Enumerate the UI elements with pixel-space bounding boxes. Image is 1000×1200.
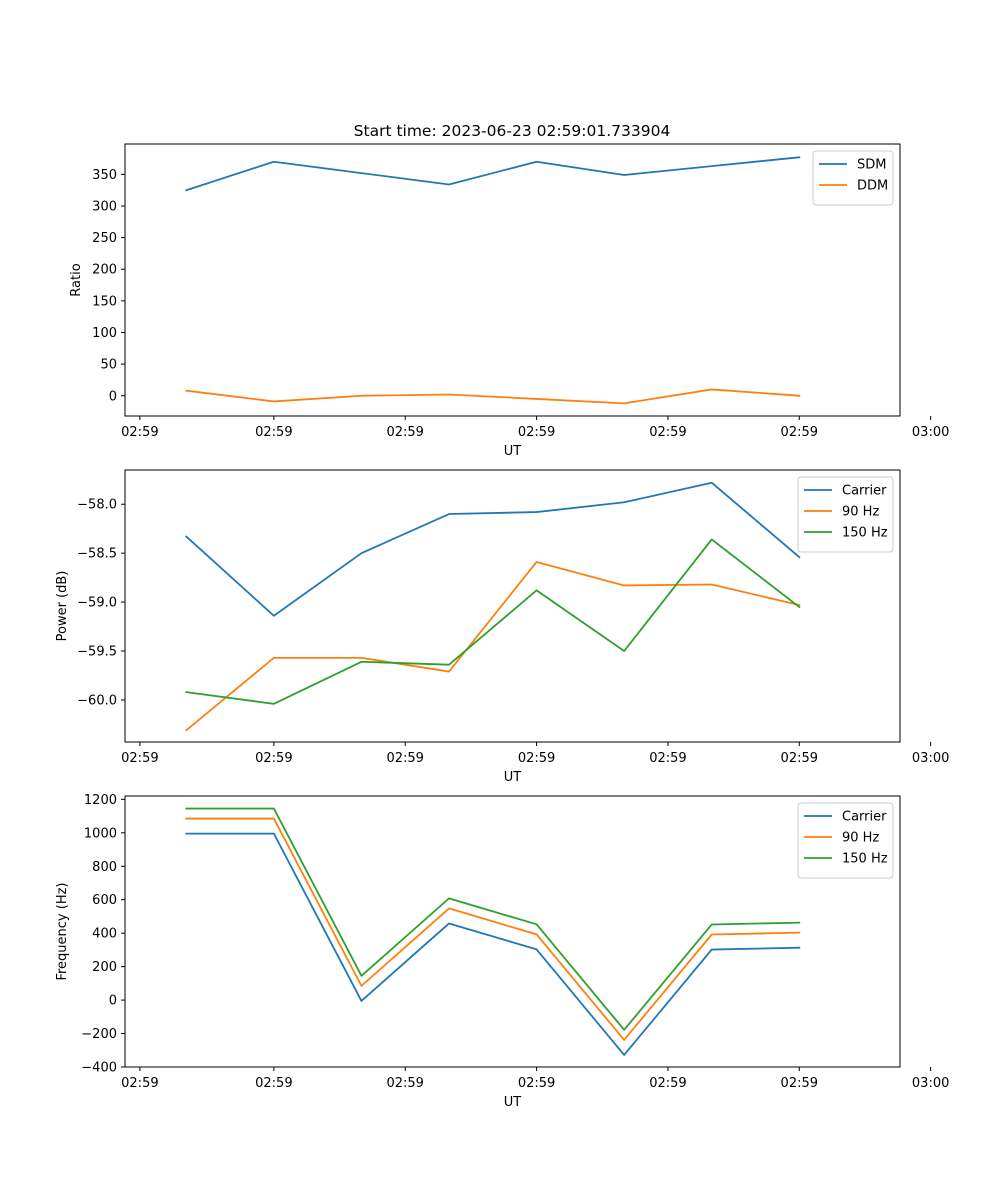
chart-panels: 02:59 02:59 02:59 02:59 02:59 02:59 03:00 0 50 10… — [55, 143, 949, 1110]
chart-panel-3: 02:59 02:59 02:59 02:59 02:59 02:59 03:00−400−… — [55, 793, 949, 1110]
legend-label: 90 Hz — [842, 831, 879, 846]
y-tick-label: 600 — [92, 893, 117, 908]
y-tick-label: 200 — [92, 263, 117, 278]
x-tick-label: 02:59 — [386, 425, 423, 440]
x-tick-label: 02:59 — [386, 1076, 423, 1091]
y-tick-label: 1000 — [84, 826, 117, 841]
x-tick-label: 02:59 — [649, 425, 686, 440]
y-tick-label: 800 — [92, 860, 117, 875]
y-tick-label: 50 — [100, 358, 117, 373]
y-axis-label: Ratio — [69, 263, 84, 296]
series-line-150-hz — [185, 538, 801, 705]
legend-label: 90 Hz — [842, 505, 879, 520]
y-tick-label: −200 — [81, 1027, 117, 1042]
series-line-90-hz — [185, 817, 801, 1041]
legend-label: 150 Hz — [842, 852, 888, 867]
x-tick-label: 02:59 — [518, 751, 555, 766]
y-tick-label: −59.5 — [77, 645, 117, 660]
axes-frame — [124, 469, 901, 743]
y-tick-label: 300 — [92, 199, 117, 214]
plot-series-group — [185, 807, 801, 1056]
series-line-150-hz — [185, 807, 801, 1031]
y-tick-label: −58.0 — [77, 498, 117, 513]
series-line-carrier — [185, 481, 801, 617]
legend-label: DDM — [857, 179, 888, 194]
y-tick-label: 0 — [109, 389, 117, 404]
y-tick-label: −60.0 — [77, 693, 117, 708]
series-line-carrier — [185, 832, 801, 1056]
legend-box — [797, 476, 894, 553]
y-tick-label: 250 — [92, 231, 117, 246]
y-tick-label: 350 — [92, 168, 117, 183]
plot-series-group — [185, 481, 801, 732]
x-tick-label: 03:00 — [912, 1076, 949, 1091]
x-tick-label: 03:00 — [912, 425, 949, 440]
axes-frame — [124, 795, 901, 1068]
x-tick-label: 02:59 — [121, 1076, 158, 1091]
x-tick-label: 02:59 — [649, 1076, 686, 1091]
x-tick-label: 02:59 — [781, 425, 818, 440]
x-tick-label: 02:59 — [781, 1076, 818, 1091]
x-tick-label: 02:59 — [649, 751, 686, 766]
x-tick-label: 02:59 — [121, 425, 158, 440]
series-line-ddm — [185, 388, 801, 405]
y-axis-ticks: −60.0 −59.5 −59.0 −58.5 −58.0 — [77, 498, 125, 708]
y-axis-ticks: 0 50 100 150 200 250 300 350 — [92, 168, 125, 404]
x-axis-label: UT — [504, 1095, 522, 1110]
legend-label: SDM — [857, 158, 886, 173]
x-tick-label: 02:59 — [255, 751, 292, 766]
legend-label: Carrier — [842, 810, 887, 825]
y-tick-label: 0 — [109, 994, 117, 1009]
legend: Carrier 90 Hz 150 Hz — [797, 802, 894, 879]
y-axis-label: Frequency (Hz) — [55, 882, 70, 980]
x-tick-label: 02:59 — [121, 751, 158, 766]
legend-label: 150 Hz — [842, 526, 888, 541]
x-axis-ticks: 02:59 02:59 02:59 02:59 02:59 02:59 03:00 — [121, 416, 949, 440]
x-axis-ticks: 02:59 02:59 02:59 02:59 02:59 02:59 03:00 — [121, 1067, 949, 1091]
x-axis-ticks: 02:59 02:59 02:59 02:59 02:59 02:59 03:00 — [121, 742, 949, 766]
x-tick-label: 02:59 — [386, 751, 423, 766]
series-line-90-hz — [185, 561, 801, 732]
y-tick-label: 400 — [92, 927, 117, 942]
x-tick-label: 02:59 — [255, 425, 292, 440]
x-tick-label: 02:59 — [255, 1076, 292, 1091]
x-tick-label: 03:00 — [912, 751, 949, 766]
y-tick-label: 100 — [92, 326, 117, 341]
y-axis-ticks: −400 −200 0 200 400 600 800 1000 1200 — [81, 793, 125, 1076]
legend-box — [797, 802, 894, 879]
x-tick-label: 02:59 — [518, 425, 555, 440]
x-axis-label: UT — [504, 444, 522, 459]
axes-frame — [124, 143, 901, 417]
y-tick-label: −59.0 — [77, 596, 117, 611]
legend: SDM DDM — [812, 150, 894, 206]
figure-title: Start time: 2023-06-23 02:59:01.733904 — [354, 122, 671, 140]
plot-series-group — [185, 156, 801, 405]
y-tick-label: −400 — [81, 1061, 117, 1076]
y-tick-label: −58.5 — [77, 547, 117, 562]
chart-panel-2: 02:59 02:59 02:59 02:59 02:59 02:59 03:00 −60.0… — [55, 469, 949, 785]
x-tick-label: 02:59 — [781, 751, 818, 766]
x-tick-label: 02:59 — [518, 1076, 555, 1091]
y-tick-label: 1200 — [84, 793, 117, 808]
y-tick-label: 200 — [92, 960, 117, 975]
series-line-sdm — [185, 156, 801, 192]
x-axis-label: UT — [504, 770, 522, 785]
chart-panel-1: 02:59 02:59 02:59 02:59 02:59 02:59 03:00 0 50 10… — [69, 143, 949, 459]
legend: Carrier 90 Hz 150 Hz — [797, 476, 894, 553]
y-tick-label: 150 — [92, 294, 117, 309]
legend-label: Carrier — [842, 484, 887, 499]
y-axis-label: Power (dB) — [55, 571, 70, 642]
